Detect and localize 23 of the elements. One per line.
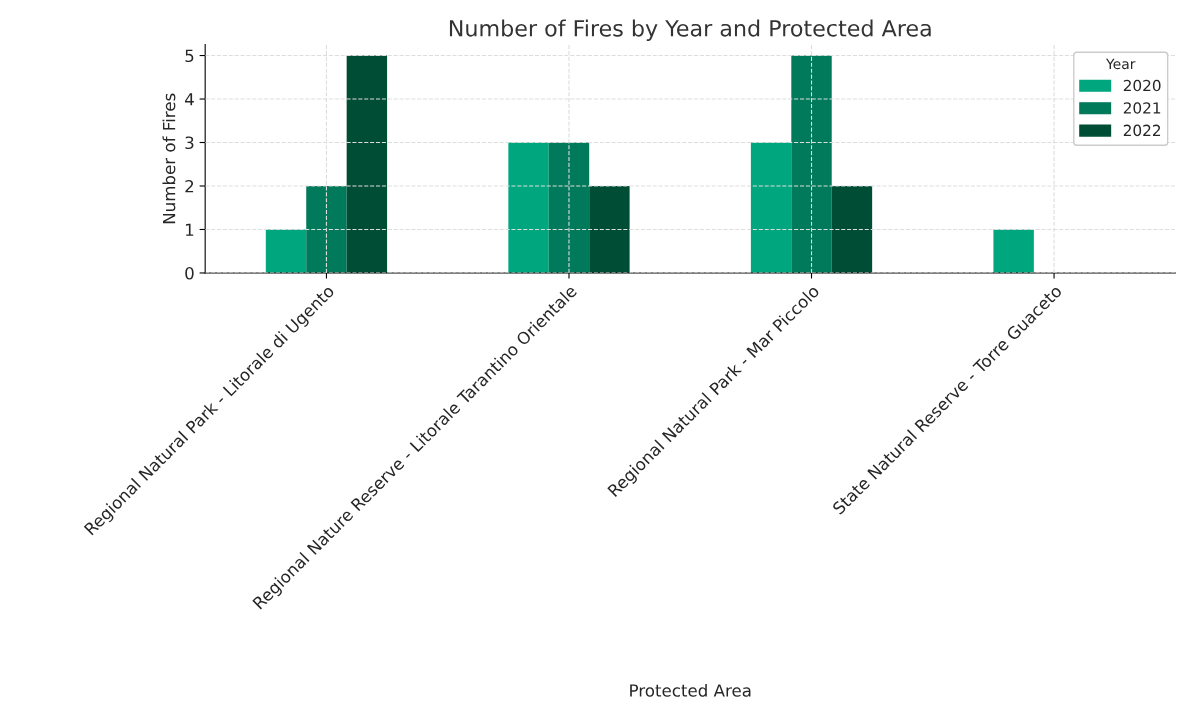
bar: [750, 142, 792, 273]
bar: [791, 55, 832, 273]
bar: [306, 185, 347, 273]
bar: [831, 185, 873, 273]
y-tick-label: 2: [185, 179, 194, 193]
bar: [265, 229, 307, 273]
y-axis-title: Number of Fires: [162, 93, 176, 224]
bar: [508, 142, 549, 273]
y-tick-label: 1: [185, 223, 194, 236]
bar: [548, 142, 590, 273]
x-axis-title: Protected Area: [630, 683, 751, 697]
legend-label: 2020: [1123, 79, 1161, 92]
legend-title: Year: [1106, 58, 1136, 70]
bar: [993, 229, 1034, 273]
y-tick-label: 4: [184, 93, 194, 106]
y-tick-label: 3: [185, 136, 194, 150]
bar: [346, 55, 388, 273]
bar: [589, 185, 630, 273]
y-tick-label: 0: [185, 266, 194, 280]
legend-label: 2021: [1123, 102, 1161, 114]
legend-label: 2022: [1123, 124, 1161, 137]
chart-title: Number of Fires by Year and Protected Area: [449, 19, 931, 41]
y-tick-label: 5: [185, 49, 194, 63]
